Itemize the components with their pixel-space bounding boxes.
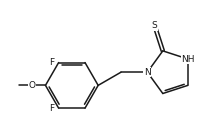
Text: NH: NH: [180, 55, 194, 64]
Text: N: N: [143, 68, 150, 77]
Text: S: S: [151, 21, 157, 30]
Text: O: O: [29, 81, 36, 90]
Text: F: F: [49, 104, 54, 113]
Text: F: F: [49, 58, 54, 67]
